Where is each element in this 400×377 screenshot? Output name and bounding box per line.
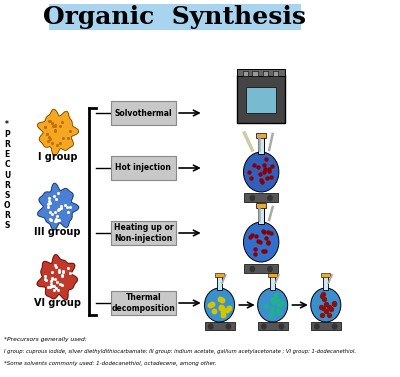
FancyBboxPatch shape: [252, 70, 258, 75]
FancyBboxPatch shape: [111, 156, 176, 180]
FancyBboxPatch shape: [237, 75, 285, 123]
Text: III group: III group: [34, 227, 81, 237]
Circle shape: [250, 267, 254, 271]
FancyBboxPatch shape: [311, 322, 341, 330]
FancyBboxPatch shape: [244, 264, 278, 273]
Circle shape: [258, 288, 288, 322]
FancyBboxPatch shape: [258, 322, 288, 330]
FancyBboxPatch shape: [263, 70, 268, 75]
Polygon shape: [37, 255, 78, 300]
Text: Hot injection: Hot injection: [116, 164, 171, 173]
Bar: [321, 273, 330, 277]
Bar: [256, 203, 266, 208]
FancyBboxPatch shape: [204, 322, 235, 330]
Text: Organic  Synthesis: Organic Synthesis: [43, 5, 306, 29]
Circle shape: [268, 196, 272, 201]
Text: *
P
R
E
C
U
R
S
O
R
S: * P R E C U R S O R S: [4, 120, 10, 230]
Bar: [268, 273, 277, 277]
FancyBboxPatch shape: [49, 4, 301, 30]
Bar: [217, 276, 222, 290]
Text: *Some solvents commonly used: 1-dodecanethiol, octadecene, among other.: *Some solvents commonly used: 1-dodecane…: [4, 360, 217, 365]
Text: Solvothermal: Solvothermal: [115, 109, 172, 118]
Text: Thermal
decomposition: Thermal decomposition: [112, 293, 175, 313]
Text: I group: I group: [38, 152, 77, 162]
Circle shape: [244, 152, 279, 192]
Bar: [258, 206, 264, 224]
Bar: [270, 276, 275, 290]
Circle shape: [311, 288, 341, 322]
Polygon shape: [38, 109, 78, 156]
Bar: [215, 273, 224, 277]
Circle shape: [208, 324, 213, 329]
Circle shape: [244, 222, 279, 262]
Bar: [323, 276, 328, 290]
Circle shape: [268, 267, 272, 271]
Circle shape: [250, 196, 254, 201]
Circle shape: [315, 324, 319, 329]
Circle shape: [262, 324, 266, 329]
FancyBboxPatch shape: [237, 69, 285, 76]
Text: VI group: VI group: [34, 298, 81, 308]
Circle shape: [204, 288, 235, 322]
Bar: [256, 133, 266, 138]
FancyBboxPatch shape: [273, 70, 278, 75]
Bar: [258, 136, 264, 154]
Text: I group: cuprous iodide, silver diethyldithiocarbamate; III group: indium acetat: I group: cuprous iodide, silver diethyld…: [4, 349, 356, 354]
Circle shape: [226, 324, 231, 329]
FancyBboxPatch shape: [242, 70, 248, 75]
Text: *Precursors generally used:: *Precursors generally used:: [4, 337, 87, 342]
Circle shape: [332, 324, 337, 329]
Text: Heating up or
Non-injection: Heating up or Non-injection: [114, 223, 173, 243]
FancyBboxPatch shape: [244, 193, 278, 201]
Polygon shape: [38, 183, 79, 230]
FancyBboxPatch shape: [111, 291, 176, 315]
FancyBboxPatch shape: [246, 87, 276, 113]
FancyBboxPatch shape: [111, 101, 176, 125]
FancyBboxPatch shape: [111, 221, 176, 245]
Circle shape: [279, 324, 284, 329]
